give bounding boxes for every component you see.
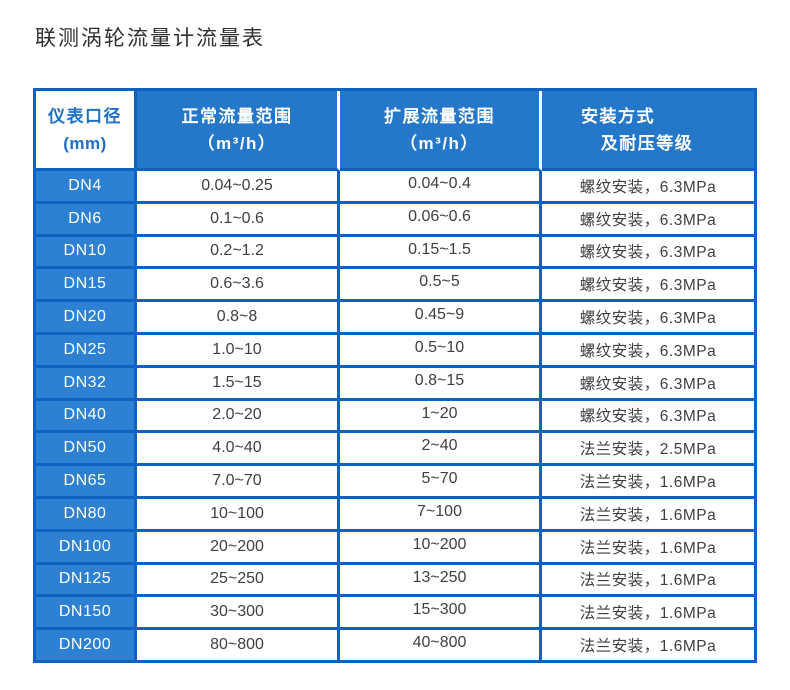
- cell-diameter: DN32: [33, 367, 137, 401]
- table-row: DN200 80~800 40~800 法兰安装，1.6MPa: [33, 630, 757, 663]
- cell-normal-range: 2.0~20: [137, 400, 340, 434]
- header-diameter-label: 仪表口径: [48, 106, 122, 126]
- cell-extended-range: 0.8~15: [340, 367, 542, 401]
- cell-extended-range: 0.5~5: [340, 269, 542, 303]
- header-normal-range-label: 正常流量范围: [181, 106, 293, 126]
- flow-table-head: 仪表口径 (mm) 正常流量范围 （m³/h） 扩展流量范围 （m³/h） 安装…: [33, 91, 757, 171]
- cell-diameter: DN125: [33, 564, 137, 598]
- cell-install: 法兰安装，1.6MPa: [542, 498, 757, 532]
- cell-diameter: DN150: [33, 597, 137, 631]
- cell-extended-range: 0.06~0.6: [340, 203, 542, 237]
- cell-install: 螺纹安装，6.3MPa: [542, 269, 757, 303]
- table-row: DN125 25~250 13~250 法兰安装，1.6MPa: [33, 564, 757, 598]
- cell-normal-range: 4.0~40: [137, 433, 340, 467]
- cell-diameter: DN6: [33, 203, 137, 237]
- header-row: 仪表口径 (mm) 正常流量范围 （m³/h） 扩展流量范围 （m³/h） 安装…: [33, 91, 757, 171]
- cell-diameter: DN200: [33, 630, 137, 663]
- table-row: DN150 30~300 15~300 法兰安装，1.6MPa: [33, 597, 757, 631]
- cell-diameter: DN20: [33, 302, 137, 335]
- table-row: DN50 4.0~40 2~40 法兰安装，2.5MPa: [33, 433, 757, 467]
- table-row: DN4 0.04~0.25 0.04~0.4 螺纹安装，6.3MPa: [33, 171, 757, 204]
- cell-normal-range: 0.1~0.6: [137, 203, 340, 237]
- cell-extended-range: 7~100: [340, 498, 542, 532]
- cell-install: 法兰安装，1.6MPa: [542, 597, 757, 631]
- header-install-sublabel: 及耐压等级: [600, 133, 694, 153]
- cell-normal-range: 1.0~10: [137, 334, 340, 368]
- flow-table-container: 仪表口径 (mm) 正常流量范围 （m³/h） 扩展流量范围 （m³/h） 安装…: [33, 88, 757, 663]
- cell-normal-range: 1.5~15: [137, 367, 340, 401]
- cell-install: 螺纹安装，6.3MPa: [542, 334, 757, 368]
- flow-table: 仪表口径 (mm) 正常流量范围 （m³/h） 扩展流量范围 （m³/h） 安装…: [33, 88, 757, 663]
- cell-install: 螺纹安装，6.3MPa: [542, 171, 757, 204]
- cell-diameter: DN4: [33, 171, 137, 204]
- cell-extended-range: 40~800: [340, 630, 542, 663]
- cell-diameter: DN50: [33, 433, 137, 467]
- cell-extended-range: 0.04~0.4: [340, 171, 542, 204]
- cell-diameter: DN15: [33, 269, 137, 303]
- cell-normal-range: 7.0~70: [137, 466, 340, 499]
- cell-install: 螺纹安装，6.3MPa: [542, 236, 757, 270]
- flow-table-body: DN4 0.04~0.25 0.04~0.4 螺纹安装，6.3MPa DN6 0.1~0.…: [33, 171, 757, 663]
- cell-extended-range: 5~70: [340, 466, 542, 499]
- cell-install: 法兰安装，2.5MPa: [542, 433, 757, 467]
- cell-install: 法兰安装，1.6MPa: [542, 466, 757, 499]
- cell-normal-range: 25~250: [137, 564, 340, 598]
- cell-normal-range: 0.6~3.6: [137, 269, 340, 303]
- cell-diameter: DN65: [33, 466, 137, 499]
- cell-install: 螺纹安装，6.3MPa: [542, 302, 757, 335]
- table-row: DN25 1.0~10 0.5~10 螺纹安装，6.3MPa: [33, 334, 757, 368]
- table-row: DN40 2.0~20 1~20 螺纹安装，6.3MPa: [33, 400, 757, 434]
- cell-normal-range: 80~800: [137, 630, 340, 663]
- cell-extended-range: 1~20: [340, 400, 542, 434]
- header-diameter: 仪表口径 (mm): [33, 91, 137, 171]
- cell-normal-range: 0.8~8: [137, 302, 340, 335]
- header-extended-range: 扩展流量范围 （m³/h）: [340, 91, 542, 171]
- table-row: DN15 0.6~3.6 0.5~5 螺纹安装，6.3MPa: [33, 269, 757, 303]
- cell-normal-range: 0.04~0.25: [137, 171, 340, 204]
- header-extended-range-unit: （m³/h）: [400, 133, 479, 153]
- cell-install: 螺纹安装，6.3MPa: [542, 367, 757, 401]
- cell-diameter: DN40: [33, 400, 137, 434]
- cell-extended-range: 0.45~9: [340, 302, 542, 335]
- cell-normal-range: 0.2~1.2: [137, 236, 340, 270]
- table-row: DN80 10~100 7~100 法兰安装，1.6MPa: [33, 498, 757, 532]
- cell-install: 法兰安装，1.6MPa: [542, 564, 757, 598]
- cell-normal-range: 20~200: [137, 531, 340, 565]
- header-install-label: 安装方式: [581, 106, 655, 126]
- table-row: DN10 0.2~1.2 0.15~1.5 螺纹安装，6.3MPa: [33, 236, 757, 270]
- cell-extended-range: 0.5~10: [340, 334, 542, 368]
- header-normal-range-unit: （m³/h）: [197, 133, 277, 153]
- cell-extended-range: 15~300: [340, 597, 542, 631]
- cell-install: 螺纹安装，6.3MPa: [542, 203, 757, 237]
- header-extended-range-label: 扩展流量范围: [384, 106, 495, 126]
- table-row: DN20 0.8~8 0.45~9 螺纹安装，6.3MPa: [33, 302, 757, 335]
- cell-install: 螺纹安装，6.3MPa: [542, 400, 757, 434]
- cell-diameter: DN10: [33, 236, 137, 270]
- page-title: 联测涡轮流量计流量表: [35, 27, 265, 50]
- cell-diameter: DN100: [33, 531, 137, 565]
- table-row: DN100 20~200 10~200 法兰安装，1.6MPa: [33, 531, 757, 565]
- cell-extended-range: 13~250: [340, 564, 542, 598]
- cell-extended-range: 2~40: [340, 433, 542, 467]
- cell-extended-range: 0.15~1.5: [340, 236, 542, 270]
- cell-diameter: DN80: [33, 498, 137, 532]
- cell-install: 法兰安装，1.6MPa: [542, 531, 757, 565]
- cell-install: 法兰安装，1.6MPa: [542, 630, 757, 663]
- cell-normal-range: 30~300: [137, 597, 340, 631]
- cell-normal-range: 10~100: [137, 498, 340, 532]
- cell-diameter: DN25: [33, 334, 137, 368]
- cell-extended-range: 10~200: [340, 531, 542, 565]
- table-row: DN6 0.1~0.6 0.06~0.6 螺纹安装，6.3MPa: [33, 203, 757, 237]
- header-install: 安装方式 及耐压等级: [542, 91, 757, 171]
- table-row: DN65 7.0~70 5~70 法兰安装，1.6MPa: [33, 466, 757, 499]
- header-diameter-unit: (mm): [63, 133, 107, 153]
- header-normal-range: 正常流量范围 （m³/h）: [137, 91, 340, 171]
- table-row: DN32 1.5~15 0.8~15 螺纹安装，6.3MPa: [33, 367, 757, 401]
